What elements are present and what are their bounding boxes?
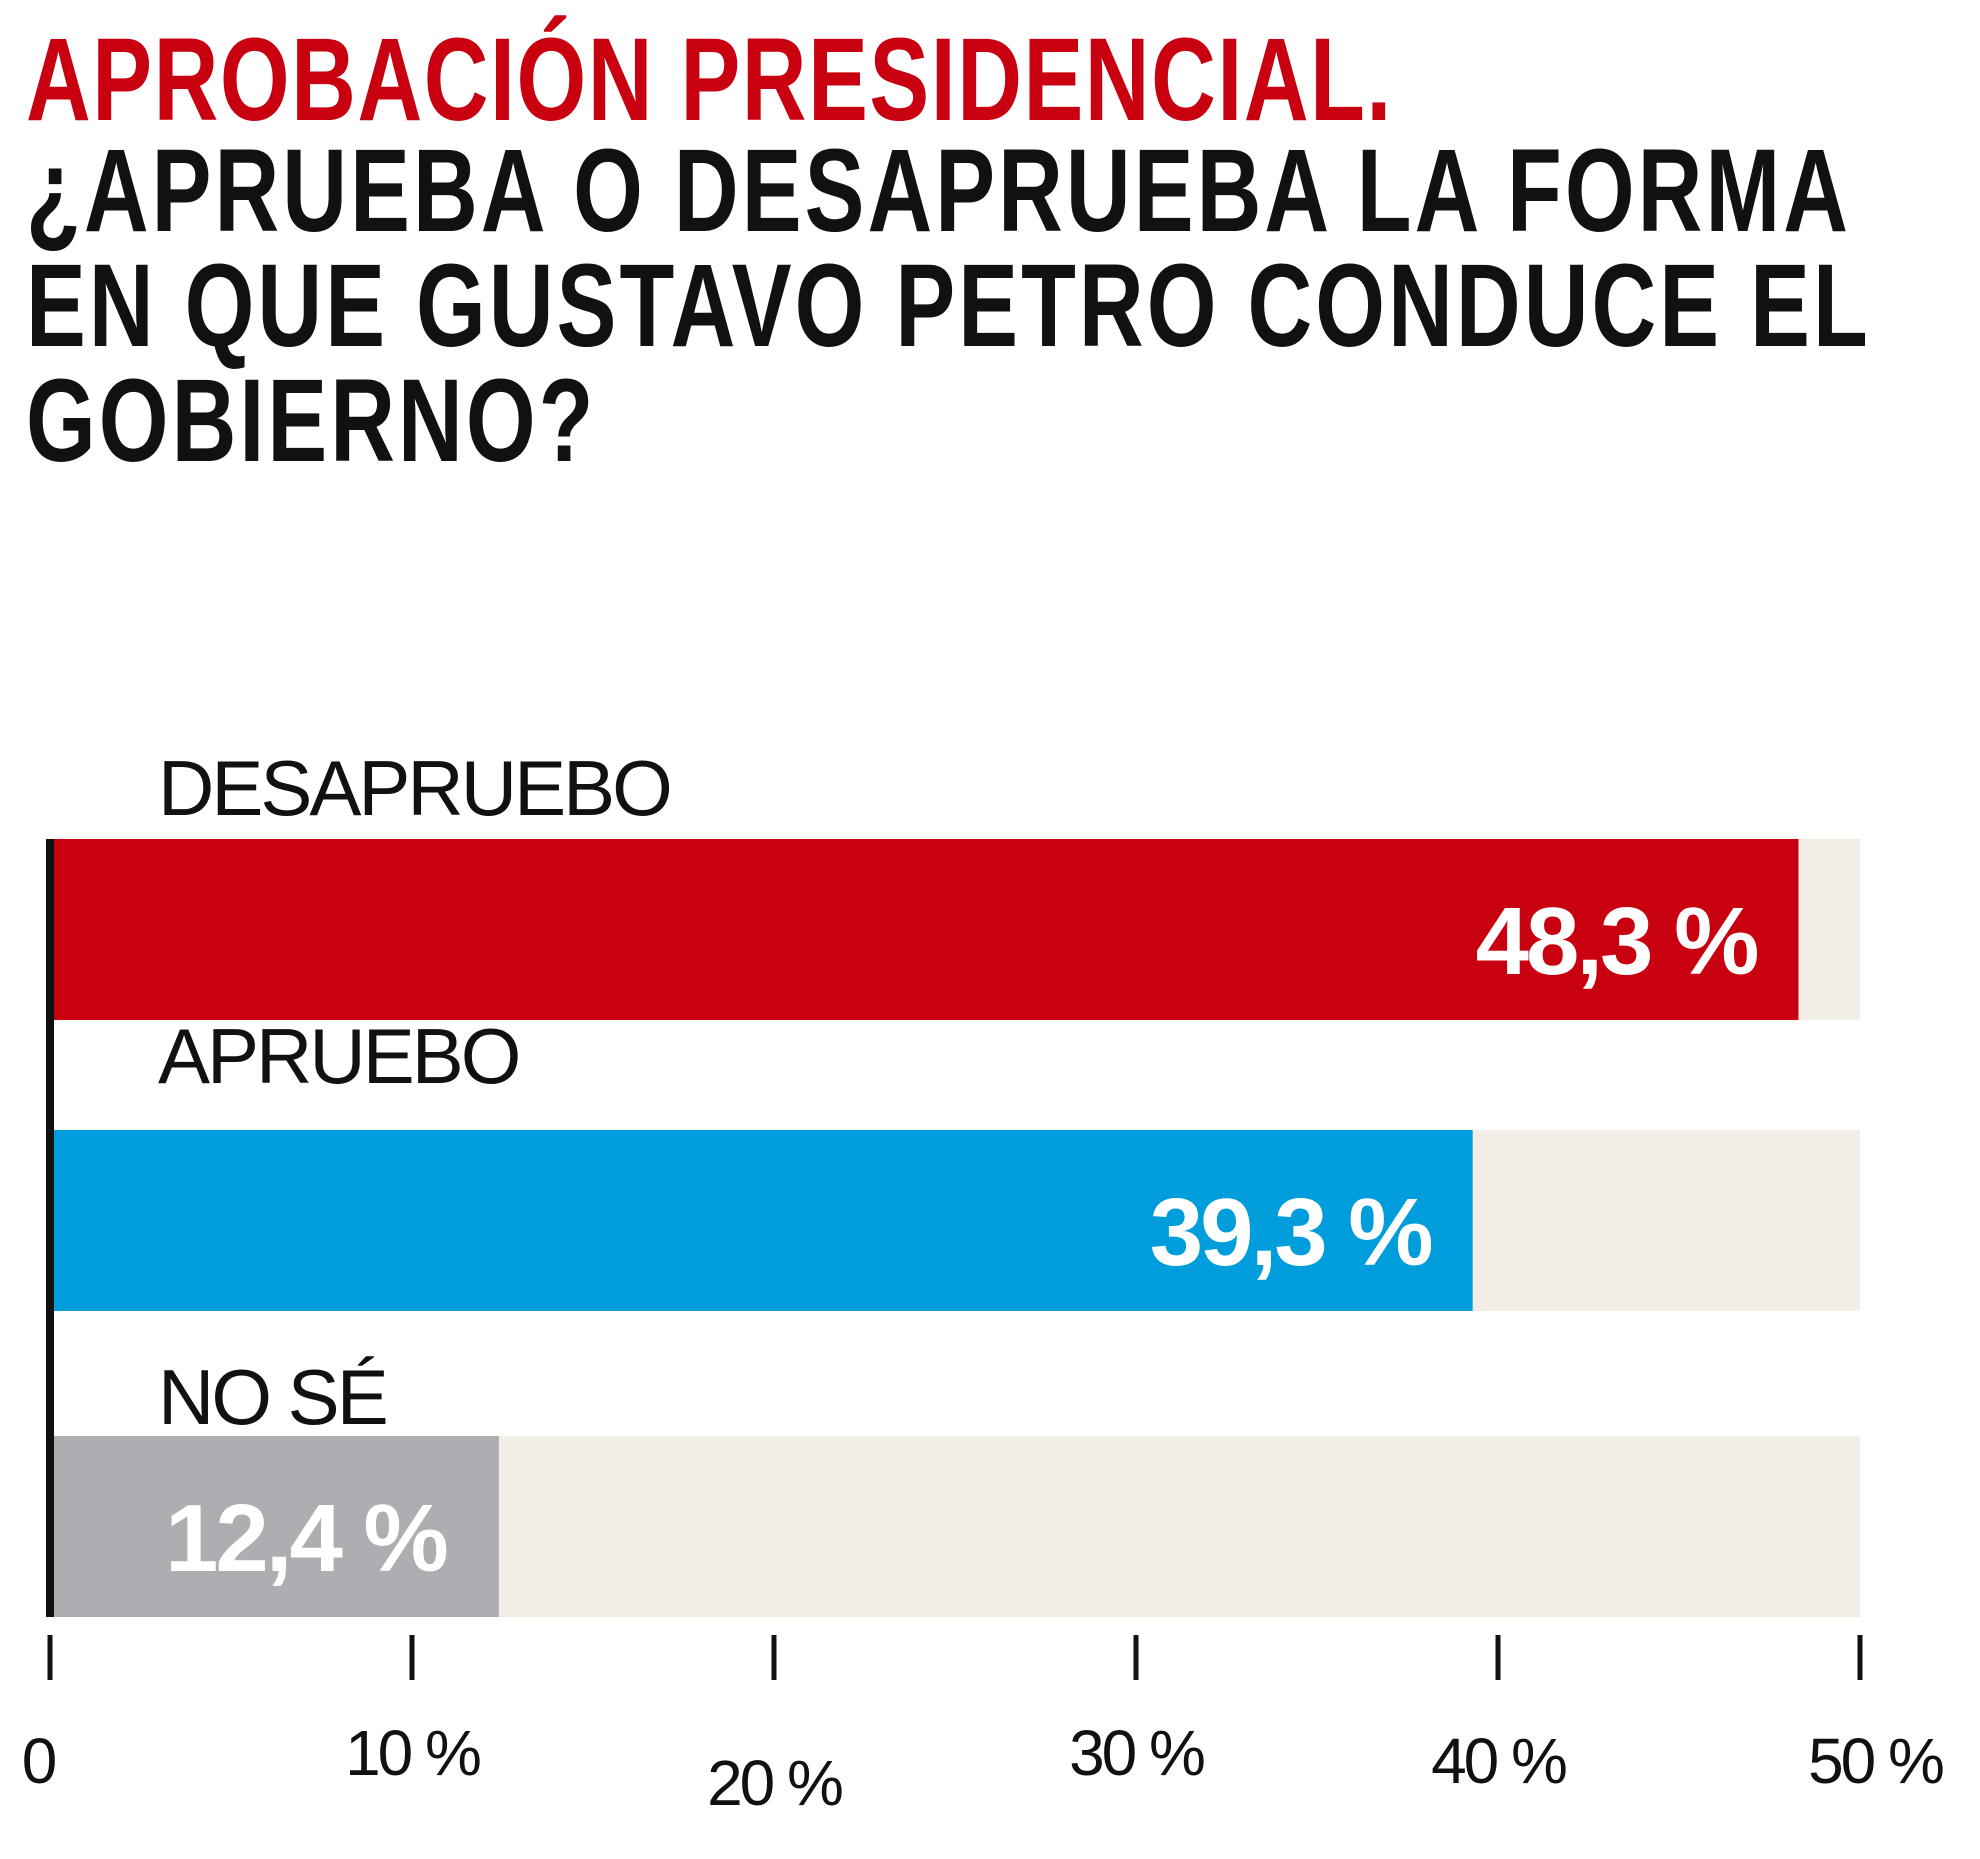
question-line-1: ¿APRUEBA O DESAPRUEBA LA FORMA [26, 125, 1852, 257]
category-label-desapruebo: DESAPRUEBO [158, 744, 670, 832]
chart-question: ¿APRUEBA O DESAPRUEBA LA FORMA EN QUE GU… [26, 125, 1871, 487]
x-tick-label-20: 20 % [707, 1747, 842, 1819]
x-tick-label-50: 50 % [1808, 1725, 1943, 1797]
bar-apruebo [54, 1130, 1473, 1311]
value-label-desapruebo: 48,3 % [1476, 888, 1758, 995]
chart-title: APROBACIÓN PRESIDENCIAL. [26, 14, 1393, 146]
bar-desapruebo [54, 839, 1799, 1020]
x-tick-label-10: 10 % [345, 1717, 480, 1789]
value-label-no-se: 12,4 % [165, 1485, 447, 1592]
question-line-2: EN QUE GUSTAVO PETRO CONDUCE EL [26, 240, 1871, 372]
category-label-apruebo: APRUEBO [158, 1012, 518, 1100]
bar-no-se [54, 1436, 499, 1617]
question-line-3: GOBIERNO? [26, 355, 597, 487]
x-tick-label-30: 30 % [1069, 1717, 1204, 1789]
x-tick-label-40: 40 % [1431, 1725, 1566, 1797]
x-tick-label-0: 0 [22, 1725, 56, 1797]
category-label-no-se: NO SÉ [158, 1353, 386, 1441]
value-label-apruebo: 39,3 % [1150, 1179, 1432, 1286]
